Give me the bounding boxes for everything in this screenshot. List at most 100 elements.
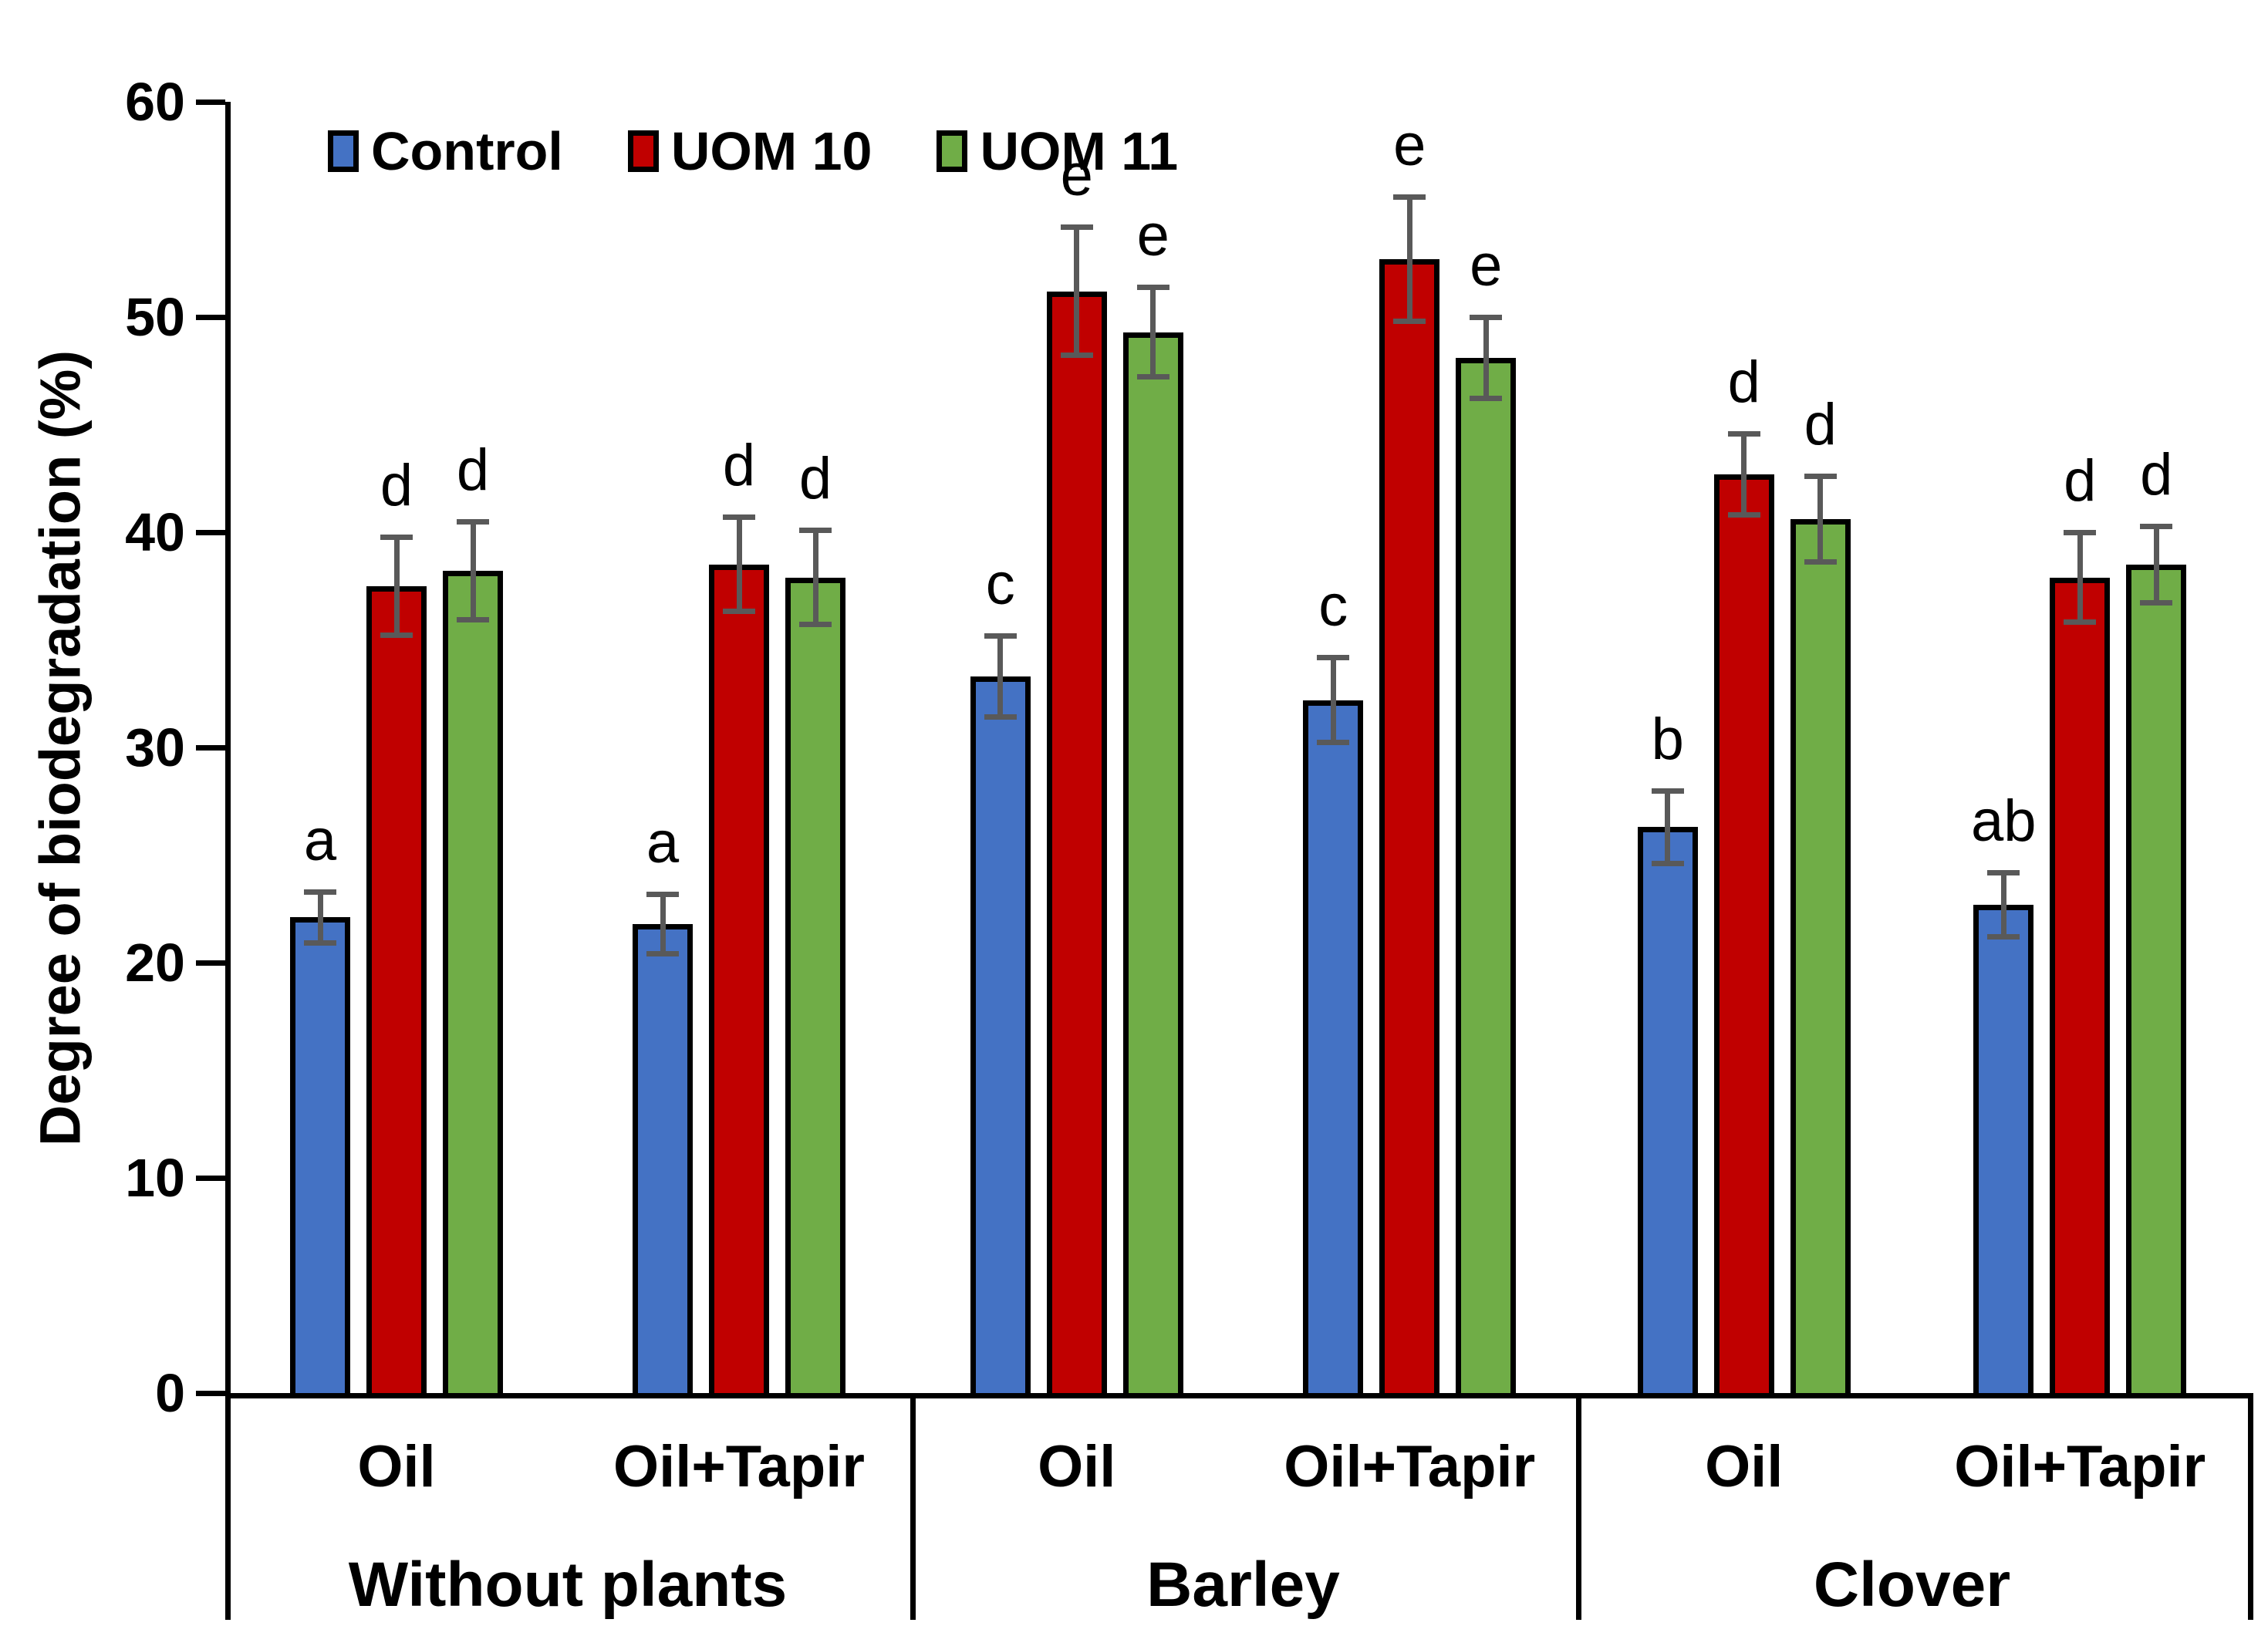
bar-control	[1303, 700, 1364, 1398]
y-tick-label: 60	[125, 72, 185, 132]
error-bar	[997, 635, 1004, 717]
bar-control	[633, 923, 693, 1398]
error-bar-cap	[646, 891, 679, 897]
error-bar	[2153, 525, 2159, 604]
bar-control	[1973, 904, 2034, 1398]
error-bar-cap	[1393, 318, 1426, 324]
significance-letter: d	[798, 446, 832, 512]
x-axis-group-label: Without plants	[348, 1550, 788, 1620]
legend-label: UOM 10	[670, 121, 872, 181]
error-bar	[2000, 872, 2006, 937]
error-bar-cap	[1651, 788, 1684, 794]
y-tick-mark	[196, 100, 225, 105]
significance-letter: e	[1136, 202, 1169, 268]
error-bar-cap	[1317, 740, 1350, 746]
error-bar	[1074, 226, 1080, 356]
bar-uom-11	[785, 577, 845, 1398]
error-bar-cap	[2140, 600, 2173, 606]
error-bar-cap	[646, 950, 679, 956]
error-bar	[1330, 656, 1336, 744]
significance-letter: a	[646, 809, 680, 875]
error-bar-cap	[1470, 315, 1503, 320]
error-bar-cap	[304, 889, 336, 895]
significance-letter: d	[2064, 448, 2097, 514]
y-tick-label: 30	[125, 717, 185, 778]
y-tick-mark	[196, 530, 225, 535]
legend-swatch-icon	[328, 130, 359, 172]
error-bar-cap	[1804, 559, 1837, 565]
x-axis-subgroup-label: Oil	[1705, 1434, 1784, 1499]
error-bar-cap	[723, 514, 755, 521]
error-bar-cap	[1804, 474, 1837, 480]
legend: Control UOM 10 UOM 11	[328, 114, 1178, 188]
error-bar-cap	[380, 534, 413, 540]
significance-letter: d	[722, 433, 756, 499]
y-axis-line	[225, 102, 231, 1620]
bar-uom-10	[2050, 577, 2111, 1398]
x-axis-line	[225, 1393, 2253, 1398]
error-bar	[2077, 532, 2083, 623]
significance-letter: c	[1318, 572, 1348, 639]
error-bar	[317, 891, 323, 943]
error-bar-cap	[2140, 523, 2173, 529]
error-bar-cap	[1470, 396, 1503, 402]
significance-letter: d	[456, 437, 490, 504]
y-tick-mark	[196, 1391, 225, 1396]
error-bar	[1406, 196, 1412, 322]
error-bar-cap	[1987, 869, 2020, 875]
x-axis-group-label: Barley	[1146, 1550, 1340, 1620]
x-axis-subgroup-label: Oil	[357, 1434, 436, 1499]
error-bar-cap	[380, 632, 413, 638]
bar-control	[1637, 827, 1698, 1398]
y-tick-mark	[196, 315, 225, 320]
error-bar	[1817, 476, 1824, 563]
error-bar	[1483, 317, 1489, 400]
x-axis-subgroup-label: Oil+Tapir	[1954, 1434, 2206, 1499]
bar-uom-11	[1456, 358, 1517, 1398]
legend-item: UOM 10	[627, 114, 872, 188]
y-tick-label: 20	[125, 933, 185, 993]
bar-uom-10	[1713, 474, 1774, 1398]
y-tick-label: 50	[125, 287, 185, 347]
error-bar-cap	[304, 940, 336, 946]
significance-letter: e	[1393, 112, 1426, 178]
x-axis-group-label: Clover	[1813, 1550, 2011, 1620]
legend-label: UOM 11	[980, 121, 1179, 181]
error-bar-cap	[2064, 530, 2097, 535]
error-bar-cap	[984, 633, 1017, 639]
legend-item: Control	[328, 114, 563, 188]
x-axis-subgroup-label: Oil	[1038, 1434, 1116, 1499]
error-bar-cap	[799, 528, 832, 534]
error-bar-cap	[1317, 654, 1350, 660]
legend-item: UOM 11	[937, 114, 1178, 188]
error-bar-cap	[1651, 860, 1684, 866]
error-bar	[812, 530, 818, 625]
y-tick-label: 40	[125, 502, 185, 562]
error-bar-cap	[457, 519, 489, 525]
error-bar-cap	[1393, 194, 1426, 200]
y-tick-mark	[196, 745, 225, 751]
error-bar-cap	[1136, 284, 1169, 290]
significance-letter: ab	[1970, 788, 2037, 854]
error-bar	[660, 893, 666, 954]
error-bar-cap	[1060, 224, 1093, 230]
significance-letter: e	[1060, 142, 1093, 208]
group-divider	[2248, 1393, 2253, 1620]
error-bar-cap	[1060, 353, 1093, 359]
y-tick-label: 10	[125, 1148, 185, 1208]
bar-control	[970, 676, 1031, 1398]
bar-uom-10	[1046, 291, 1107, 1398]
bar-uom-10	[366, 585, 427, 1398]
error-bar-cap	[723, 609, 755, 615]
legend-label: Control	[371, 121, 563, 181]
significance-letter: b	[1651, 706, 1684, 772]
x-axis-subgroup-label: Oil+Tapir	[1284, 1434, 1536, 1499]
significance-letter: c	[985, 551, 1015, 617]
error-bar-cap	[1727, 430, 1760, 437]
error-bar	[470, 521, 476, 621]
significance-letter: d	[2140, 441, 2173, 508]
significance-letter: d	[1727, 349, 1760, 415]
error-bar-cap	[457, 617, 489, 623]
error-bar	[393, 536, 400, 636]
